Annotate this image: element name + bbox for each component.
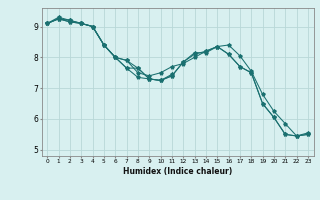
X-axis label: Humidex (Indice chaleur): Humidex (Indice chaleur) (123, 167, 232, 176)
